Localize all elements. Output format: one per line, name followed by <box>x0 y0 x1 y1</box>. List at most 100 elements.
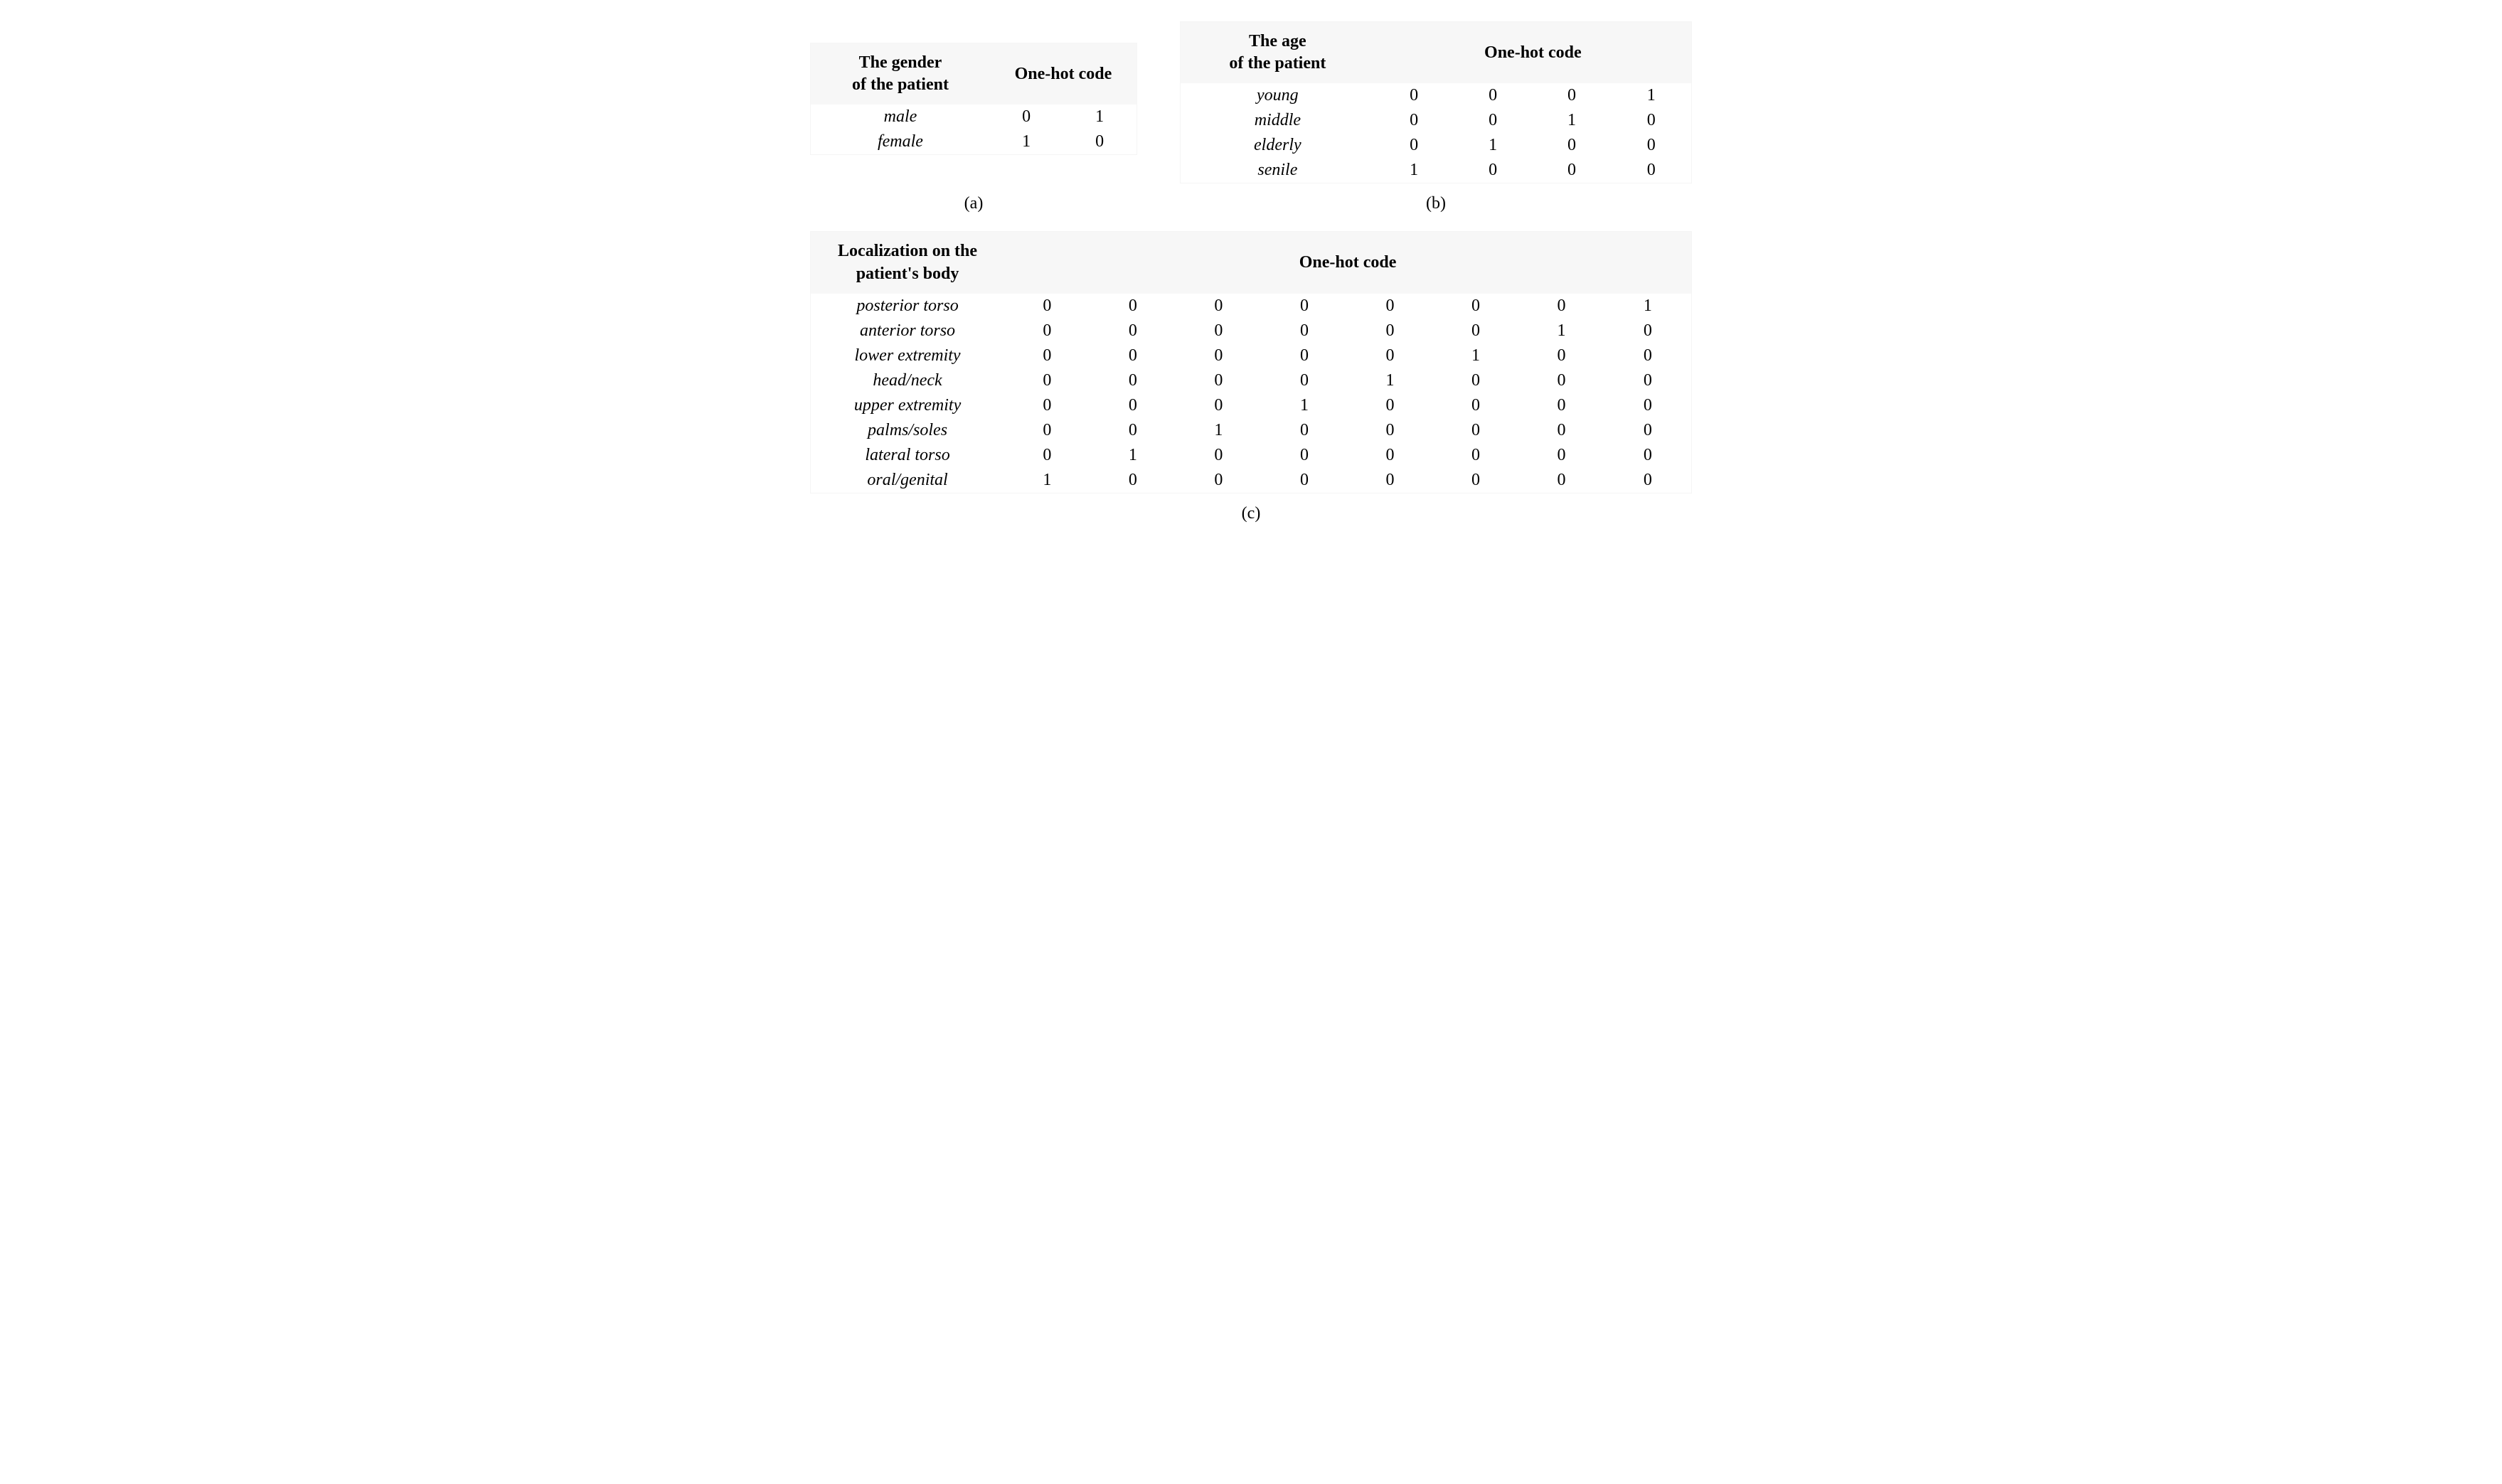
table-row: head/neck00001000 <box>811 368 1692 393</box>
code-cell: 0 <box>1176 368 1262 393</box>
caption-b: (b) <box>1180 194 1692 213</box>
row-label: elderly <box>1181 133 1375 158</box>
code-cell: 1 <box>1347 368 1433 393</box>
table-b-header-code: One-hot code <box>1375 22 1692 84</box>
code-cell: 0 <box>1004 393 1090 418</box>
code-cell: 0 <box>1604 418 1692 443</box>
code-cell: 0 <box>1518 443 1604 468</box>
row-label: middle <box>1181 108 1375 133</box>
table-localization: Localization on thepatient's body One-ho… <box>810 231 1692 493</box>
code-cell: 0 <box>1454 83 1533 108</box>
code-cell: 0 <box>1611 108 1691 133</box>
code-cell: 0 <box>1262 319 1348 343</box>
caption-a: (a) <box>810 194 1137 213</box>
code-cell: 0 <box>1090 393 1176 418</box>
code-cell: 0 <box>1004 319 1090 343</box>
code-cell: 0 <box>1604 468 1692 493</box>
code-cell: 0 <box>1375 108 1454 133</box>
code-cell: 0 <box>1433 418 1519 443</box>
table-a-header-code: One-hot code <box>990 43 1137 105</box>
table-a-body: male01female10 <box>811 105 1137 155</box>
code-cell: 1 <box>1063 105 1136 129</box>
table-row: female10 <box>811 129 1137 155</box>
code-cell: 0 <box>1533 133 1612 158</box>
row-label: posterior torso <box>811 294 1005 319</box>
table-row: upper extremity00010000 <box>811 393 1692 418</box>
code-cell: 0 <box>1347 443 1433 468</box>
code-cell: 0 <box>1347 418 1433 443</box>
code-cell: 0 <box>1433 443 1519 468</box>
row-label: anterior torso <box>811 319 1005 343</box>
row-label: male <box>811 105 990 129</box>
code-cell: 1 <box>1004 468 1090 493</box>
table-row: young0001 <box>1181 83 1692 108</box>
table-c-body: posterior torso00000001anterior torso000… <box>811 294 1692 493</box>
code-cell: 0 <box>1518 343 1604 368</box>
row-label: oral/genital <box>811 468 1005 493</box>
code-cell: 0 <box>1176 343 1262 368</box>
code-cell: 0 <box>1004 294 1090 319</box>
code-cell: 0 <box>1604 368 1692 393</box>
code-cell: 0 <box>1176 393 1262 418</box>
code-cell: 0 <box>1176 443 1262 468</box>
code-cell: 1 <box>1176 418 1262 443</box>
code-cell: 0 <box>1004 343 1090 368</box>
code-cell: 1 <box>1518 319 1604 343</box>
code-cell: 0 <box>1262 343 1348 368</box>
table-b-body: young0001middle0010elderly0100senile1000 <box>1181 83 1692 183</box>
table-row: oral/genital10000000 <box>811 468 1692 493</box>
table-b-header-category: The ageof the patient <box>1181 22 1375 84</box>
code-cell: 0 <box>1611 158 1691 183</box>
code-cell: 0 <box>1454 158 1533 183</box>
code-cell: 0 <box>1433 468 1519 493</box>
code-cell: 0 <box>1433 393 1519 418</box>
row-label: young <box>1181 83 1375 108</box>
code-cell: 1 <box>1262 393 1348 418</box>
code-cell: 0 <box>1375 83 1454 108</box>
code-cell: 0 <box>1518 418 1604 443</box>
code-cell: 0 <box>1604 319 1692 343</box>
code-cell: 0 <box>1604 393 1692 418</box>
table-a-header-category: The genderof the patient <box>811 43 990 105</box>
table-a-wrapper: The genderof the patient One-hot code ma… <box>810 43 1137 224</box>
code-cell: 0 <box>1262 418 1348 443</box>
row-label: palms/soles <box>811 418 1005 443</box>
code-cell: 0 <box>1375 133 1454 158</box>
code-cell: 0 <box>1347 468 1433 493</box>
code-cell: 0 <box>1262 468 1348 493</box>
code-cell: 0 <box>1433 319 1519 343</box>
code-cell: 0 <box>1347 393 1433 418</box>
table-c-header-category: Localization on thepatient's body <box>811 232 1005 294</box>
row-label: senile <box>1181 158 1375 183</box>
code-cell: 0 <box>1262 368 1348 393</box>
code-cell: 0 <box>1090 343 1176 368</box>
code-cell: 0 <box>1262 294 1348 319</box>
code-cell: 0 <box>1176 319 1262 343</box>
code-cell: 0 <box>1433 294 1519 319</box>
code-cell: 0 <box>1176 294 1262 319</box>
table-c-wrapper: Localization on thepatient's body One-ho… <box>810 231 1692 523</box>
code-cell: 0 <box>1262 443 1348 468</box>
table-row: lower extremity00000100 <box>811 343 1692 368</box>
code-cell: 1 <box>1604 294 1692 319</box>
row-label: lower extremity <box>811 343 1005 368</box>
code-cell: 0 <box>1533 83 1612 108</box>
code-cell: 0 <box>1004 418 1090 443</box>
code-cell: 0 <box>1433 368 1519 393</box>
table-row: elderly0100 <box>1181 133 1692 158</box>
table-row: senile1000 <box>1181 158 1692 183</box>
table-row: lateral torso01000000 <box>811 443 1692 468</box>
code-cell: 0 <box>1518 294 1604 319</box>
code-cell: 1 <box>1090 443 1176 468</box>
tables-container: The genderof the patient One-hot code ma… <box>810 21 1692 523</box>
code-cell: 0 <box>1518 368 1604 393</box>
table-row: middle0010 <box>1181 108 1692 133</box>
table-row: male01 <box>811 105 1137 129</box>
code-cell: 0 <box>1004 368 1090 393</box>
row-label: lateral torso <box>811 443 1005 468</box>
code-cell: 0 <box>1611 133 1691 158</box>
code-cell: 0 <box>1063 129 1136 155</box>
row-label: female <box>811 129 990 155</box>
table-row: posterior torso00000001 <box>811 294 1692 319</box>
caption-c: (c) <box>810 504 1692 523</box>
